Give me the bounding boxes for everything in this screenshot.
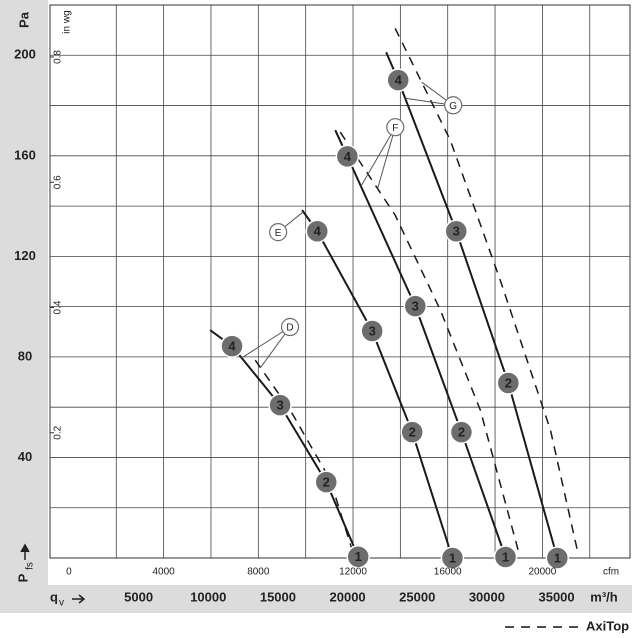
operating-point [440, 546, 465, 570]
curve-label-circle [444, 96, 463, 115]
y-symbol: P [15, 573, 30, 582]
curve-label: E [275, 228, 282, 239]
y-symbol-sub: fs [25, 562, 36, 570]
leader-line [241, 326, 291, 359]
x2-tick-label: 35000 [538, 589, 574, 604]
x2-symbol-sub: v [59, 598, 64, 609]
y-tick-label: 200 [14, 47, 36, 62]
x2-tick-label: 20000 [330, 589, 366, 604]
y2-tick-label: 0.2 [53, 425, 64, 439]
operating-point [268, 393, 292, 417]
leader-line [377, 127, 396, 189]
x-tick-label: 8000 [247, 567, 270, 578]
reference-line [394, 28, 580, 556]
bottom-panel [0, 585, 632, 613]
y-tick-label: 160 [14, 147, 36, 162]
operating-point-label: 4 [344, 149, 352, 164]
operating-point [545, 546, 570, 570]
legend-label: AxiTop [586, 618, 629, 633]
operating-point [220, 334, 244, 358]
left-panel [0, 0, 48, 585]
x2-tick-label: 5000 [124, 589, 153, 604]
curve-label-circle [280, 317, 300, 337]
plot-area [49, 4, 631, 559]
y-tick-label: 40 [18, 449, 32, 464]
curve-label: G [449, 101, 457, 112]
y-tick-label: 120 [14, 248, 36, 263]
x-tick-label: 0 [66, 567, 72, 578]
x-unit: cfm [603, 567, 619, 578]
y-unit: Pa [16, 11, 31, 28]
y2-tick-label: 0.4 [53, 300, 64, 314]
leader-line [360, 126, 396, 187]
operating-point-label: 4 [395, 73, 403, 88]
operating-point [493, 545, 518, 569]
operating-point [400, 420, 424, 444]
x2-tick-label: 15000 [260, 589, 296, 604]
operating-point-label: 1 [449, 550, 456, 565]
x2-unit: m³/h [590, 589, 618, 604]
operating-point [386, 68, 410, 92]
y-tick-label: 80 [18, 348, 32, 363]
operating-point [444, 219, 468, 243]
operating-point-label: 3 [276, 398, 283, 413]
operating-point-label: 2 [458, 425, 465, 440]
operating-point [346, 544, 370, 569]
curve-label: D [286, 323, 293, 334]
x2-tick-label: 25000 [399, 589, 435, 604]
operating-point [403, 294, 428, 318]
x2-tick-label: 10000 [190, 589, 226, 604]
y2-unit: in wg [62, 10, 73, 33]
curve-label: F [392, 123, 398, 134]
operating-point [449, 420, 474, 444]
reference-line [339, 131, 521, 556]
operating-point-label: 1 [502, 549, 509, 564]
operating-point-label: 3 [453, 224, 460, 239]
curve-label-circle [386, 118, 405, 137]
x2-tick-label: 30000 [469, 589, 505, 604]
operating-point-label: 3 [369, 323, 376, 338]
operating-point-label: 4 [228, 339, 236, 354]
y-arrow [20, 543, 30, 560]
operating-point-label: 4 [314, 224, 322, 239]
marks: D 4 3 2 1 E 4 3 2 1 F 4 3 2 1 G 4 3 2 1 [209, 28, 580, 570]
operating-point [496, 371, 521, 395]
operating-point-label: 2 [323, 475, 330, 490]
y2-tick-label: 0.6 [53, 175, 64, 189]
x-tick-label: 12000 [339, 567, 367, 578]
y2-tick-label: 0.8 [53, 50, 64, 64]
x2-symbol: q [50, 589, 58, 604]
operating-point [360, 319, 384, 343]
x-tick-label: 20000 [529, 567, 557, 578]
operating-point-label: 2 [505, 375, 512, 390]
operating-point-label: 1 [355, 549, 362, 564]
x-arrow [72, 594, 86, 604]
x-tick-label: 16000 [434, 567, 462, 578]
x-tick-label: 4000 [153, 567, 176, 578]
operating-point [314, 470, 339, 494]
operating-point-label: 3 [412, 299, 419, 314]
curve-label-circle [269, 223, 288, 242]
operating-point [305, 219, 330, 243]
operating-point-label: 1 [554, 550, 561, 565]
operating-point [335, 144, 360, 169]
operating-point-label: 2 [409, 425, 416, 440]
